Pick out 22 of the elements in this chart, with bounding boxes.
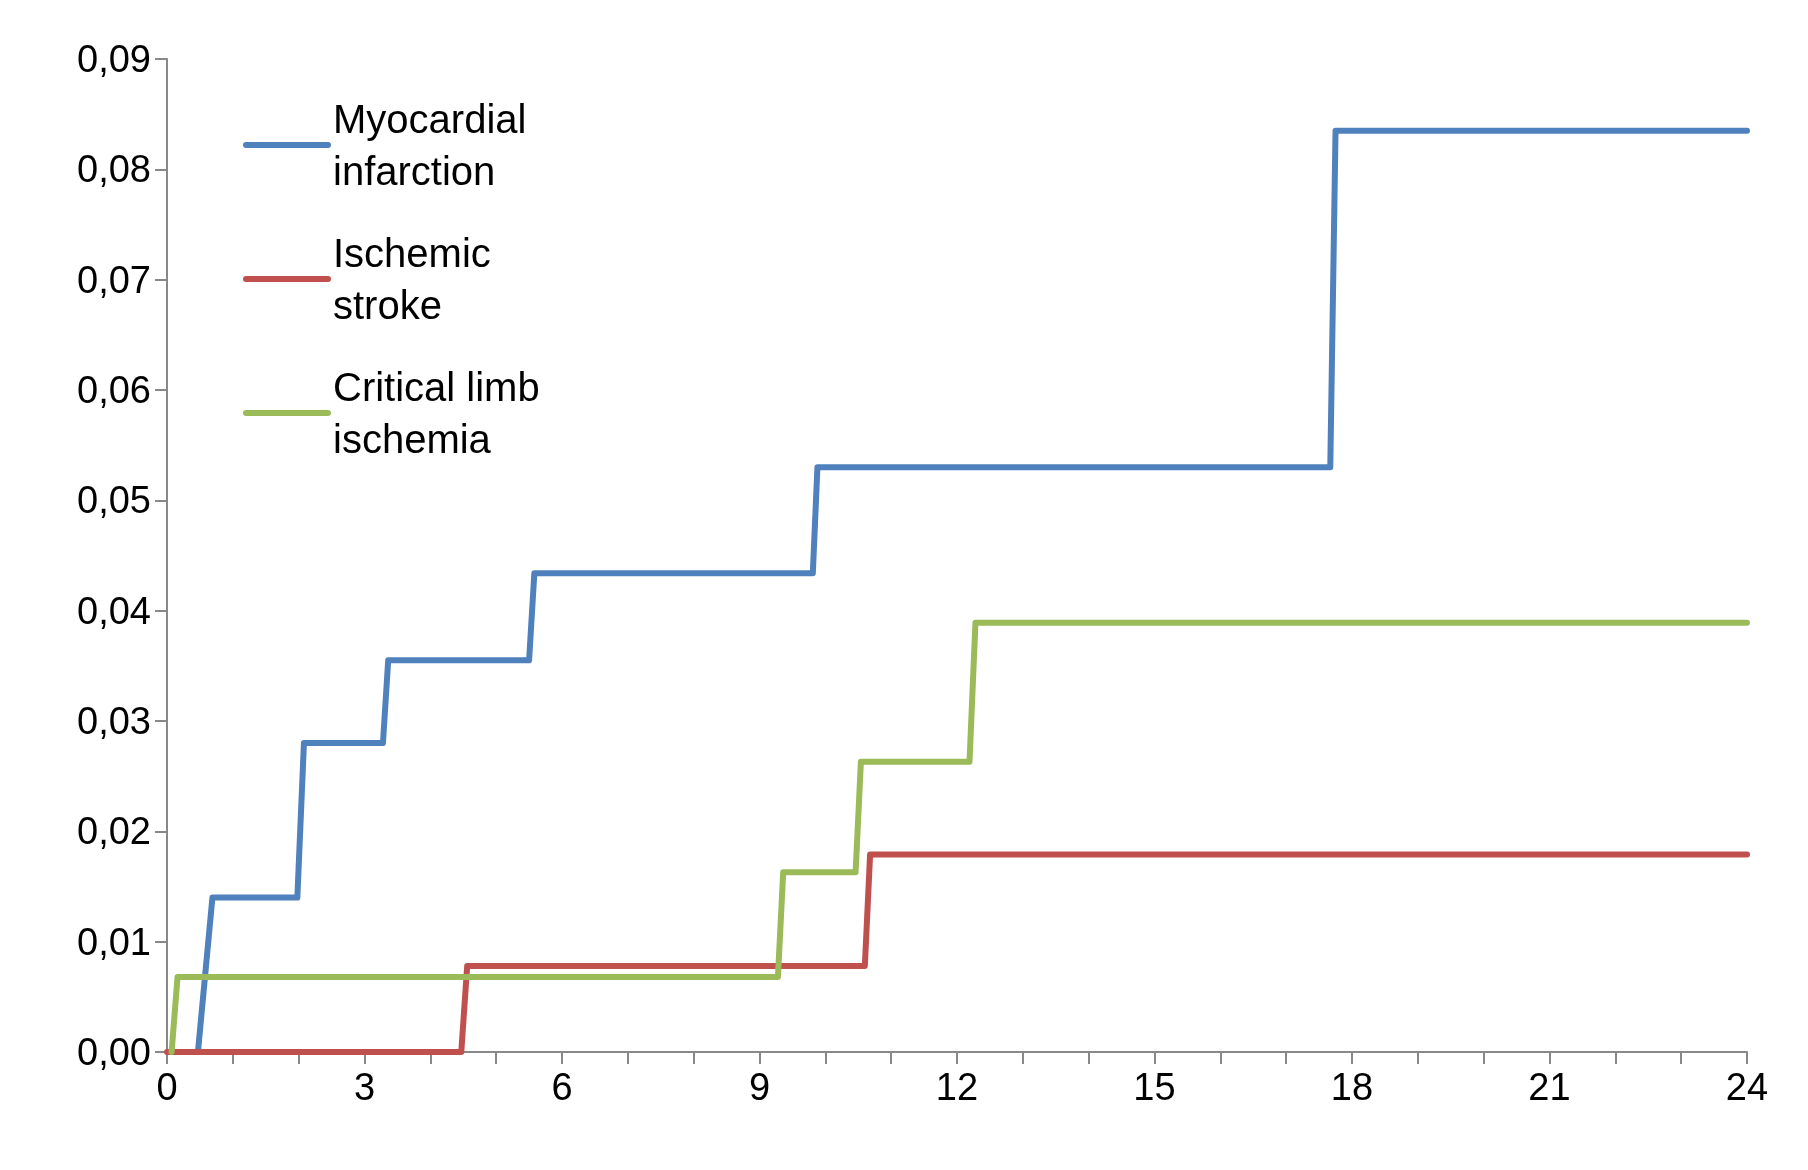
x-tick-label: 18 <box>1330 1066 1374 1108</box>
x-tick-label: 21 <box>1528 1066 1571 1108</box>
x-tick-label: 24 <box>1725 1066 1769 1108</box>
x-tick-label: 0 <box>156 1066 178 1108</box>
y-tick-label: 0,02 <box>77 810 151 853</box>
x-tick-label: 15 <box>1133 1066 1176 1108</box>
y-tick-label: 0,05 <box>77 479 151 522</box>
x-tick-label: 9 <box>748 1066 771 1108</box>
y-tick-label: 0,06 <box>77 369 151 411</box>
legend-label: Ischemic stroke <box>333 231 502 327</box>
legend-label: Critical limb ischemia <box>333 365 551 461</box>
x-tick-label: 3 <box>353 1066 376 1108</box>
y-tick-label: 0,00 <box>77 1031 151 1073</box>
y-tick-label: 0,08 <box>77 148 151 191</box>
y-tick-label: 0,03 <box>77 700 151 742</box>
x-tick-label: 6 <box>551 1066 573 1108</box>
legend-label: Myocardial infarction <box>333 97 538 193</box>
y-tick-label: 0,09 <box>77 38 151 80</box>
x-tick-label: 12 <box>935 1066 979 1108</box>
y-tick-label: 0,01 <box>77 920 151 963</box>
y-tick-label: 0,07 <box>77 258 151 301</box>
y-tick-label: 0,04 <box>77 589 151 632</box>
